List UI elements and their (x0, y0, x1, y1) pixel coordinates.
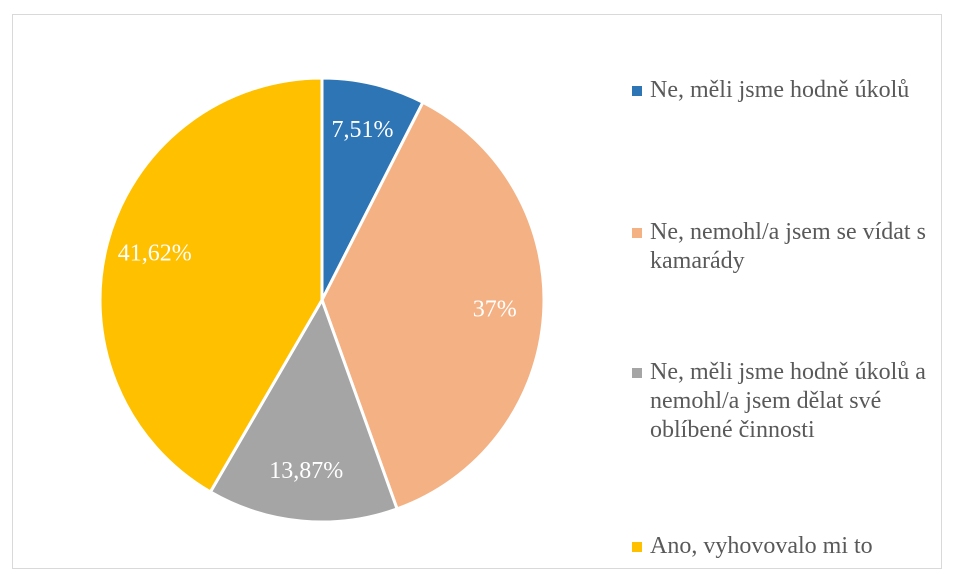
legend-label: Ano, vyhovovalo mi to (650, 533, 873, 559)
legend-label: Ne, měli jsme hodně úkolů (650, 77, 910, 103)
legend-item: Ano, vyhovovalo mi to (632, 532, 932, 561)
legend-swatch (632, 542, 642, 552)
data-label: 13,87% (269, 458, 343, 484)
legend-item: Ne, nemohl/a jsem se vídat s kamarády (632, 218, 932, 276)
data-label: 41,62% (118, 240, 192, 266)
data-label: 37% (473, 296, 517, 322)
legend-swatch (632, 86, 642, 96)
legend-swatch (632, 228, 642, 238)
chart-frame (12, 14, 942, 569)
data-label: 7,51% (331, 117, 393, 143)
legend-swatch (632, 368, 642, 378)
legend-label: Ne, měli jsme hodně úkolů a nemohl/a jse… (650, 359, 926, 443)
legend-item: Ne, měli jsme hodně úkolů a nemohl/a jse… (632, 358, 932, 445)
pie-slice (320, 76, 425, 302)
pie-slice (208, 298, 399, 524)
legend-item: Ne, měli jsme hodně úkolů (632, 76, 932, 105)
pie-slice (98, 76, 324, 494)
pie-slice (320, 100, 546, 511)
legend-label: Ne, nemohl/a jsem se vídat s kamarády (650, 219, 926, 274)
